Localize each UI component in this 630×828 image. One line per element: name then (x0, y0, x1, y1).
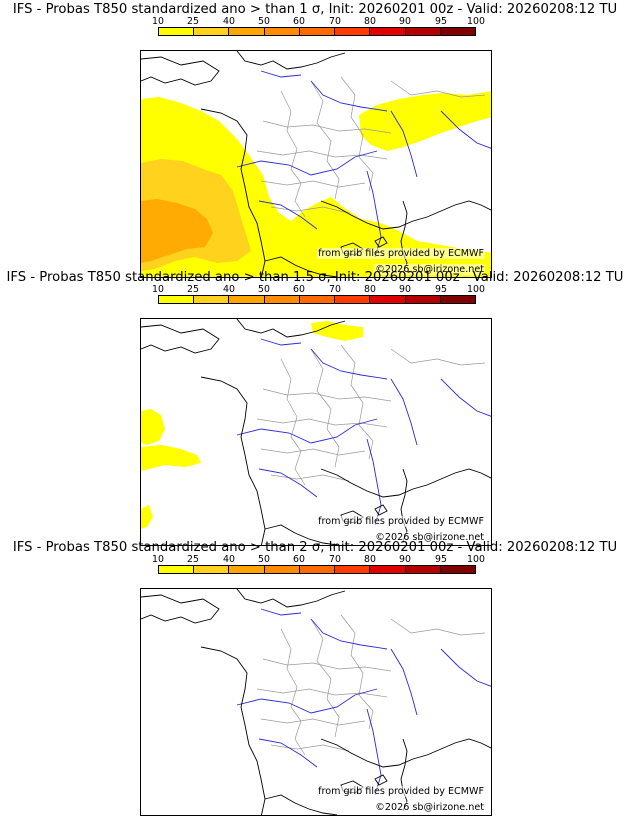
scale-swatches (158, 565, 476, 574)
scale-tick: 60 (293, 16, 305, 27)
scale-swatches (158, 295, 476, 304)
scale-tick: 25 (187, 554, 199, 565)
scale-tick: 50 (258, 16, 270, 27)
copyright-text: ©2026 sb@irizone.net (374, 802, 485, 813)
scale-tick: 80 (364, 16, 376, 27)
prob-area-low (141, 409, 165, 445)
probability-map (141, 51, 491, 277)
coastlines (141, 589, 491, 815)
source-credit: from grib files provided by ECMWF (317, 248, 485, 259)
scale-tick: 100 (467, 16, 485, 27)
scale-tick: 100 (467, 284, 485, 295)
scale-swatch (194, 28, 230, 35)
admin-borders (256, 614, 486, 756)
scale-swatch (159, 566, 195, 573)
scale-tick: 40 (223, 284, 235, 295)
scale-tick: 90 (399, 554, 411, 565)
scale-tick: 40 (223, 16, 235, 27)
probability-map (141, 589, 491, 815)
source-credit: from grib files provided by ECMWF (317, 786, 485, 797)
scale-tick: 95 (435, 284, 447, 295)
map-frame: from grib files provided by ECMWF ©2026 … (140, 588, 492, 816)
scale-tick: 10 (152, 16, 164, 27)
scale-tick: 25 (187, 16, 199, 27)
scale-swatch (370, 566, 406, 573)
scale-swatch (264, 28, 300, 35)
map-frame: from grib files provided by ECMWF ©2026 … (140, 318, 492, 546)
map-panel-3: IFS - Probas T850 standardized ano > tha… (0, 540, 630, 816)
scale-swatch (159, 28, 195, 35)
prob-area-low (141, 445, 201, 471)
scale-swatch (335, 28, 371, 35)
scale-swatch (229, 296, 265, 303)
admin-borders (256, 76, 486, 218)
scale-swatch (405, 566, 441, 573)
scale-swatch (229, 566, 265, 573)
rivers (236, 608, 491, 796)
scale-tick: 90 (399, 284, 411, 295)
prob-area-high (141, 199, 213, 263)
coastlines (141, 319, 491, 545)
scale-swatch (405, 296, 441, 303)
scale-swatch (299, 566, 336, 573)
probability-map (141, 319, 491, 545)
scale-tick: 10 (152, 284, 164, 295)
scale-tick: 70 (329, 16, 341, 27)
scale-swatch (440, 28, 475, 35)
color-scale: 10 25 40 50 60 70 80 90 95 100 (152, 16, 485, 41)
copyright-text: ©2026 sb@irizone.net (374, 264, 485, 275)
scale-tick: 100 (467, 554, 485, 565)
color-scale: 10 25 40 50 60 70 80 90 95 100 (152, 554, 485, 579)
scale-swatch (299, 28, 336, 35)
scale-swatch (194, 566, 230, 573)
scale-tick: 60 (293, 284, 305, 295)
map-panel-2: IFS - Probas T850 standardized ano > tha… (0, 270, 630, 546)
scale-swatch (335, 296, 371, 303)
prob-area-low (141, 505, 153, 529)
scale-tick: 90 (399, 16, 411, 27)
panel-title: IFS - Probas T850 standardized ano > tha… (12, 2, 618, 17)
color-scale: 10 25 40 50 60 70 80 90 95 100 (152, 284, 485, 309)
scale-swatch (440, 566, 475, 573)
coastlines (141, 51, 491, 277)
scale-swatch (299, 296, 336, 303)
scale-tick: 70 (329, 284, 341, 295)
prob-area-low (359, 91, 491, 151)
map-frame: from grib files provided by ECMWF ©2026 … (140, 50, 492, 278)
scale-tick: 80 (364, 554, 376, 565)
scale-swatch (370, 28, 406, 35)
scale-tick: 50 (258, 284, 270, 295)
rivers (236, 338, 491, 526)
scale-tick: 95 (435, 554, 447, 565)
copyright-text: ©2026 sb@irizone.net (374, 532, 485, 543)
scale-tick: 25 (187, 284, 199, 295)
source-credit: from grib files provided by ECMWF (317, 516, 485, 527)
scale-tick: 70 (329, 554, 341, 565)
panel-title: IFS - Probas T850 standardized ano > tha… (12, 540, 618, 555)
scale-tick: 10 (152, 554, 164, 565)
scale-swatch (370, 296, 406, 303)
scale-tick: 95 (435, 16, 447, 27)
scale-swatch (335, 566, 371, 573)
scale-swatch (159, 296, 195, 303)
admin-borders (256, 344, 486, 486)
scale-swatch (440, 296, 475, 303)
prob-area-low (311, 321, 363, 341)
scale-tick: 60 (293, 554, 305, 565)
scale-swatch (405, 28, 441, 35)
scale-swatch (264, 296, 300, 303)
panel-title: IFS - Probas T850 standardized ano > tha… (6, 270, 624, 285)
scale-tick: 80 (364, 284, 376, 295)
scale-tick: 50 (258, 554, 270, 565)
scale-swatch (264, 566, 300, 573)
scale-tick: 40 (223, 554, 235, 565)
scale-swatches (158, 27, 476, 36)
scale-swatch (229, 28, 265, 35)
scale-swatch (194, 296, 230, 303)
map-panel-1: IFS - Probas T850 standardized ano > tha… (0, 2, 630, 278)
rivers (236, 70, 491, 258)
